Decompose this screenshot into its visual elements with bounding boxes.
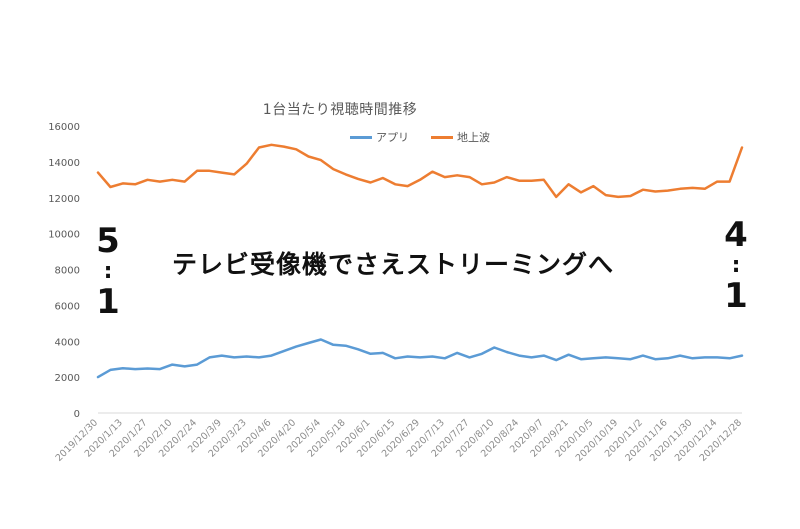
legend: アプリ 地上波 (350, 129, 490, 145)
headline-overlay: テレビ受像機でさえストリーミングへ (172, 250, 615, 279)
left-ratio-colon: : (103, 259, 113, 284)
legend-swatch-app (350, 135, 372, 139)
series-line-app (96, 338, 744, 379)
left-ratio: 5 : 1 (88, 224, 128, 320)
y-tick-label: 2000 (55, 373, 80, 384)
legend-swatch-terrestrial (431, 135, 453, 139)
left-ratio-bottom: 1 (96, 282, 120, 322)
y-tick-label: 12000 (48, 194, 80, 205)
y-tick-label: 6000 (55, 301, 80, 312)
y-tick-label: 16000 (48, 122, 80, 133)
legend-label-app: アプリ (376, 131, 409, 144)
right-ratio-colon: : (731, 253, 741, 278)
y-tick-label: 4000 (55, 337, 80, 348)
left-ratio-top: 5 (96, 221, 120, 261)
legend-label-terrestrial: 地上波 (457, 131, 490, 144)
y-tick-label: 8000 (55, 266, 80, 277)
legend-item-terrestrial: 地上波 (431, 129, 490, 145)
y-tick-label: 14000 (48, 158, 80, 169)
right-ratio: 4 : 1 (716, 218, 756, 314)
y-tick-label: 10000 (48, 230, 80, 241)
right-ratio-top: 4 (724, 215, 748, 255)
series-line-terrestrial (96, 143, 744, 199)
right-ratio-bottom: 1 (724, 276, 748, 316)
chart-title: 1台当たり視聴時間推移 (262, 102, 418, 118)
y-tick-label: 0 (74, 409, 80, 420)
legend-item-app: アプリ (350, 129, 409, 145)
